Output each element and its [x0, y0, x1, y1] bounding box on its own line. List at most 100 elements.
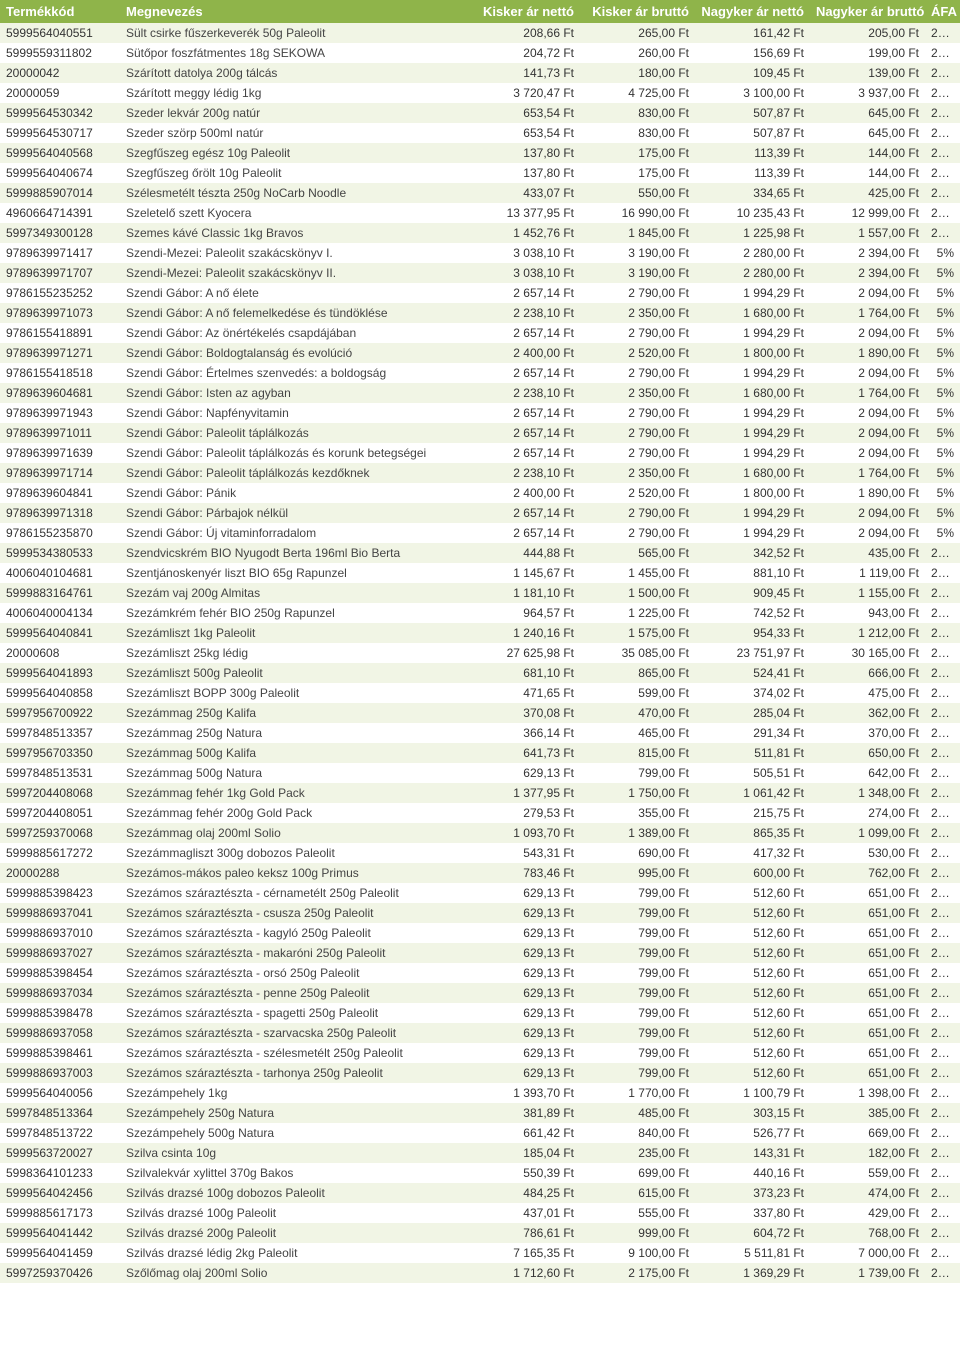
cell-name: Sült csirke fűszerkeverék 50g Paleolit: [120, 23, 465, 43]
cell-whole_net: 1 994,29 Ft: [695, 283, 810, 303]
cell-retail_gross: 799,00 Ft: [580, 923, 695, 943]
cell-retail_net: 2 657,14 Ft: [465, 323, 580, 343]
cell-whole_gross: 1 739,00 Ft: [810, 1263, 925, 1283]
cell-whole_gross: 199,00 Ft: [810, 43, 925, 63]
cell-retail_net: 484,25 Ft: [465, 1183, 580, 1203]
table-row: 9789639971011Szendi Gábor: Paleolit tápl…: [0, 423, 960, 443]
cell-vat: 27%: [925, 183, 960, 203]
cell-retail_gross: 1 770,00 Ft: [580, 1083, 695, 1103]
cell-retail_net: 137,80 Ft: [465, 143, 580, 163]
cell-retail_net: 786,61 Ft: [465, 1223, 580, 1243]
cell-retail_net: 629,13 Ft: [465, 963, 580, 983]
table-row: 4006040004134Szezámkrém fehér BIO 250g R…: [0, 603, 960, 623]
cell-vat: 5%: [925, 283, 960, 303]
cell-code: 5999885398461: [0, 1043, 120, 1063]
cell-retail_gross: 2 790,00 Ft: [580, 523, 695, 543]
cell-name: Szendi Gábor: A nő élete: [120, 283, 465, 303]
table-row: 20000059Szárított meggy lédig 1kg3 720,4…: [0, 83, 960, 103]
cell-whole_net: 865,35 Ft: [695, 823, 810, 843]
cell-retail_gross: 3 190,00 Ft: [580, 243, 695, 263]
cell-whole_gross: 205,00 Ft: [810, 23, 925, 43]
cell-retail_gross: 1 455,00 Ft: [580, 563, 695, 583]
cell-whole_net: 2 280,00 Ft: [695, 243, 810, 263]
table-row: 9789639971943Szendi Gábor: Napfényvitami…: [0, 403, 960, 423]
cell-code: 5997204408051: [0, 803, 120, 823]
table-row: 9789639604681Szendi Gábor: Isten az agyb…: [0, 383, 960, 403]
cell-whole_net: 285,04 Ft: [695, 703, 810, 723]
table-row: 5999886937058Szezámos száraztészta - sza…: [0, 1023, 960, 1043]
cell-code: 9786155418518: [0, 363, 120, 383]
cell-whole_net: 3 100,00 Ft: [695, 83, 810, 103]
cell-code: 5997956703350: [0, 743, 120, 763]
cell-retail_gross: 555,00 Ft: [580, 1203, 695, 1223]
cell-code: 5999885398454: [0, 963, 120, 983]
cell-retail_net: 471,65 Ft: [465, 683, 580, 703]
cell-name: Szegfűszeg egész 10g Paleolit: [120, 143, 465, 163]
cell-whole_net: 156,69 Ft: [695, 43, 810, 63]
cell-code: 4006040004134: [0, 603, 120, 623]
cell-retail_net: 208,66 Ft: [465, 23, 580, 43]
cell-vat: 27%: [925, 1203, 960, 1223]
cell-name: Szendi Gábor: Boldogtalanság és evolúció: [120, 343, 465, 363]
cell-whole_gross: 362,00 Ft: [810, 703, 925, 723]
cell-whole_gross: 2 094,00 Ft: [810, 403, 925, 423]
cell-name: Szezámmag 500g Natura: [120, 763, 465, 783]
cell-whole_net: 1 800,00 Ft: [695, 483, 810, 503]
cell-whole_gross: 768,00 Ft: [810, 1223, 925, 1243]
cell-name: Szezámmagliszt 300g dobozos Paleolit: [120, 843, 465, 863]
cell-retail_net: 629,13 Ft: [465, 1023, 580, 1043]
cell-whole_gross: 559,00 Ft: [810, 1163, 925, 1183]
cell-code: 5999885617173: [0, 1203, 120, 1223]
cell-whole_net: 109,45 Ft: [695, 63, 810, 83]
cell-name: Szezámos száraztészta - cérnametélt 250g…: [120, 883, 465, 903]
cell-whole_net: 1 800,00 Ft: [695, 343, 810, 363]
cell-whole_net: 742,52 Ft: [695, 603, 810, 623]
cell-whole_net: 10 235,43 Ft: [695, 203, 810, 223]
cell-retail_net: 653,54 Ft: [465, 103, 580, 123]
cell-code: 5997204408068: [0, 783, 120, 803]
cell-name: Szendi Gábor: Pánik: [120, 483, 465, 503]
cell-code: 5999564040551: [0, 23, 120, 43]
cell-whole_net: 512,60 Ft: [695, 923, 810, 943]
cell-retail_gross: 465,00 Ft: [580, 723, 695, 743]
table-row: 5997848513531Szezámmag 500g Natura629,13…: [0, 763, 960, 783]
cell-code: 9789639971318: [0, 503, 120, 523]
table-row: 5999564041459Szilvás drazsé lédig 2kg Pa…: [0, 1243, 960, 1263]
table-row: 5999886937003Szezámos száraztészta - tar…: [0, 1063, 960, 1083]
cell-code: 5999563720027: [0, 1143, 120, 1163]
cell-whole_gross: 2 094,00 Ft: [810, 503, 925, 523]
table-row: 9789639971639Szendi Gábor: Paleolit tápl…: [0, 443, 960, 463]
cell-whole_gross: 2 394,00 Ft: [810, 243, 925, 263]
cell-vat: 5%: [925, 303, 960, 323]
cell-whole_gross: 385,00 Ft: [810, 1103, 925, 1123]
cell-name: Szendi Gábor: Paleolit táplálkozás kezdő…: [120, 463, 465, 483]
cell-whole_gross: 274,00 Ft: [810, 803, 925, 823]
table-row: 5999885398423Szezámos száraztészta - cér…: [0, 883, 960, 903]
cell-name: Szezámpehely 500g Natura: [120, 1123, 465, 1143]
table-row: 20000042Szárított datolya 200g tálcás141…: [0, 63, 960, 83]
cell-whole_net: 374,02 Ft: [695, 683, 810, 703]
cell-retail_gross: 815,00 Ft: [580, 743, 695, 763]
cell-retail_gross: 690,00 Ft: [580, 843, 695, 863]
cell-whole_gross: 650,00 Ft: [810, 743, 925, 763]
table-row: 5999559311802Sütőpor foszfátmentes 18g S…: [0, 43, 960, 63]
cell-code: 5997848513364: [0, 1103, 120, 1123]
cell-name: Szilvalekvár xylittel 370g Bakos: [120, 1163, 465, 1183]
cell-whole_net: 1 994,29 Ft: [695, 443, 810, 463]
cell-retail_gross: 1 225,00 Ft: [580, 603, 695, 623]
cell-retail_net: 279,53 Ft: [465, 803, 580, 823]
cell-code: 5999564040056: [0, 1083, 120, 1103]
cell-name: Szendi Gábor: Új vitaminforradalom: [120, 523, 465, 543]
cell-vat: 27%: [925, 963, 960, 983]
cell-retail_gross: 260,00 Ft: [580, 43, 695, 63]
cell-name: Szendi-Mezei: Paleolit szakácskönyv II.: [120, 263, 465, 283]
cell-retail_net: 661,42 Ft: [465, 1123, 580, 1143]
cell-retail_gross: 799,00 Ft: [580, 903, 695, 923]
cell-retail_net: 27 625,98 Ft: [465, 643, 580, 663]
cell-retail_net: 1 181,10 Ft: [465, 583, 580, 603]
cell-retail_net: 2 657,14 Ft: [465, 523, 580, 543]
cell-whole_gross: 429,00 Ft: [810, 1203, 925, 1223]
col-code: Termékkód: [0, 0, 120, 23]
cell-retail_gross: 565,00 Ft: [580, 543, 695, 563]
table-row: 5999564040841Szezámliszt 1kg Paleolit1 2…: [0, 623, 960, 643]
